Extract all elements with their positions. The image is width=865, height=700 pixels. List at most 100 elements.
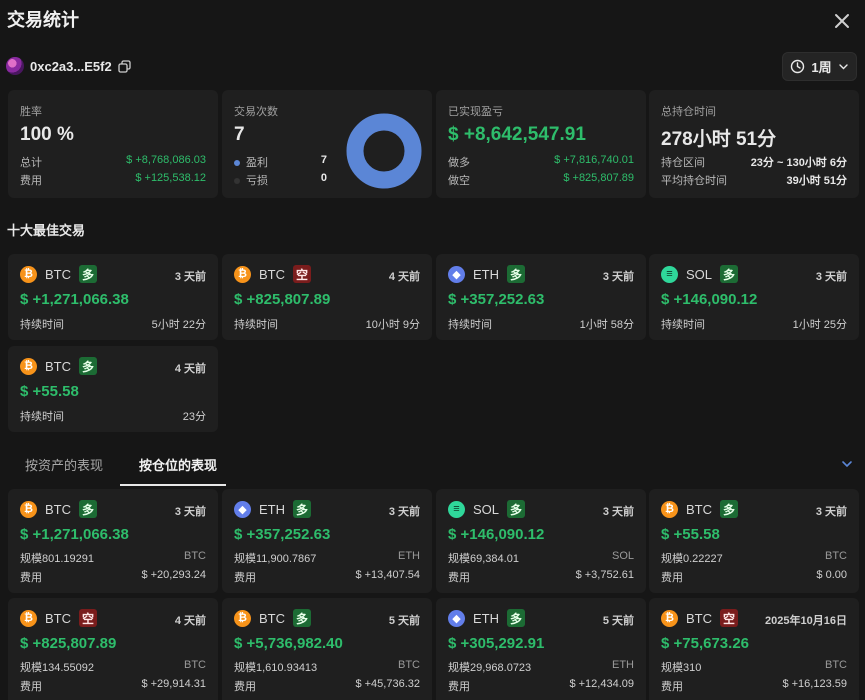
duration-label: 持续时间 xyxy=(234,319,278,331)
btc-coin-icon: ₿ xyxy=(20,357,37,375)
size-unit: SOL xyxy=(611,550,634,562)
position-head: ₿ BTC 多 xyxy=(234,609,311,627)
btc-coin-icon: ₿ xyxy=(661,609,678,627)
size-amount: 801.19291 xyxy=(42,553,94,565)
duration-value: 1小时 25分 xyxy=(792,319,847,331)
top-trade-card[interactable]: ₿ BTC 多 3 天前 $ +1,271,066.38 持续时间 5小时 22分 xyxy=(8,254,218,340)
trades-value: 7 xyxy=(234,124,245,145)
fee-value: $ +125,538.12 xyxy=(135,172,206,184)
tab-by-position[interactable]: 按仓位的表现 xyxy=(139,458,218,473)
fee-label: 费用 xyxy=(20,681,42,693)
coin-name: SOL xyxy=(473,501,500,517)
coin-name: ETH xyxy=(473,610,499,626)
trade-pnl: $ +1,271,066.38 xyxy=(20,291,129,308)
duration-label: 持续时间 xyxy=(448,319,492,331)
duration-value: 23分 xyxy=(182,411,206,423)
duration-value: 10小时 9分 xyxy=(365,319,420,331)
side-badge: 多 xyxy=(79,265,97,283)
position-card[interactable]: ◆ ETH 多 5 天前 $ +305,292.91 规模29,968.0723 ETH 费用… xyxy=(436,598,646,700)
position-card[interactable]: ₿ BTC 多 3 天前 $ +1,271,066.38 规模801.19291 BTC 费用… xyxy=(8,489,218,593)
top-trade-card[interactable]: ≡ SOL 多 3 天前 $ +146,090.12 持续时间 1小时 25分 xyxy=(649,254,859,340)
side-badge: 多 xyxy=(293,609,311,627)
loss-count: 0 xyxy=(320,172,327,184)
duration-row: 持续时间 5小时 22分 xyxy=(20,316,206,332)
size-row: 规模29,968.0723 ETH xyxy=(448,659,634,675)
size-prefix: 规模 xyxy=(20,662,42,674)
position-head: ◆ ETH 多 xyxy=(448,609,525,627)
fee-value: $ 0.00 xyxy=(816,569,847,581)
trade-pnl: $ +55.58 xyxy=(20,383,79,400)
pnl-value: $ +8,642,547.91 xyxy=(448,124,586,145)
eth-coin-icon: ◆ xyxy=(448,265,465,283)
size-value: 规模0.22227 xyxy=(661,550,723,566)
duration-row: 持续时间 1小时 25分 xyxy=(661,316,847,332)
hold-label: 总持仓时间 xyxy=(661,106,716,118)
duration-row: 持续时间 10小时 9分 xyxy=(234,316,420,332)
win-dot xyxy=(234,160,240,167)
coin-name: BTC xyxy=(686,610,712,626)
size-value: 规模801.19291 xyxy=(20,550,94,566)
side-badge: 多 xyxy=(79,357,97,375)
position-pnl: $ +825,807.89 xyxy=(20,635,117,652)
size-value: 规模11,900.7867 xyxy=(234,550,316,566)
side-badge: 空 xyxy=(720,609,738,627)
fee-value: $ +13,407.54 xyxy=(355,569,420,581)
wallet-address: 0xc2a3...E5f2 xyxy=(6,57,131,75)
duration-row: 持续时间 23分 xyxy=(20,408,206,424)
trade-head: ◆ ETH 多 xyxy=(448,265,525,283)
short-value: $ +825,807.89 xyxy=(563,172,634,184)
avg-value: 39小时 51分 xyxy=(786,175,847,187)
position-card[interactable]: ₿ BTC 多 5 天前 $ +5,736,982.40 规模1,610.93413 BTC… xyxy=(222,598,432,700)
top-trade-card[interactable]: ₿ BTC 空 4 天前 $ +825,807.89 持续时间 10小时 9分 xyxy=(222,254,432,340)
btc-coin-icon: ₿ xyxy=(20,265,37,283)
trade-time: 4 天前 xyxy=(388,271,420,283)
donut-win-ring xyxy=(346,113,422,189)
position-card[interactable]: ◆ ETH 多 3 天前 $ +357,252.63 规模11,900.7867 ETH 费用… xyxy=(222,489,432,593)
sol-coin-icon: ≡ xyxy=(661,265,678,283)
size-row: 规模69,384.01 SOL xyxy=(448,550,634,566)
sol-coin-icon: ≡ xyxy=(448,500,465,518)
top-trade-card[interactable]: ◆ ETH 多 3 天前 $ +357,252.63 持续时间 1小时 58分 xyxy=(436,254,646,340)
total-label: 总计 xyxy=(20,157,42,169)
eth-coin-icon: ◆ xyxy=(234,500,251,518)
size-row: 规模11,900.7867 ETH xyxy=(234,550,420,566)
long-value: $ +7,816,740.01 xyxy=(554,154,634,166)
trade-head: ₿ BTC 多 xyxy=(20,265,97,283)
fee-label: 费用 xyxy=(20,175,42,187)
tab-active-indicator xyxy=(120,484,226,486)
tab-by-asset[interactable]: 按资产的表现 xyxy=(25,458,104,473)
chevron-down-icon[interactable] xyxy=(841,458,853,470)
btc-coin-icon: ₿ xyxy=(661,500,678,518)
fee-value: $ +3,752.61 xyxy=(575,569,634,581)
size-value: 规模29,968.0723 xyxy=(448,659,531,675)
period-select[interactable]: 1周 xyxy=(782,52,857,81)
copy-icon[interactable] xyxy=(118,59,131,73)
fee-row: 费用 $ +29,914.31 xyxy=(20,678,206,694)
close-icon[interactable] xyxy=(833,12,851,30)
position-head: ₿ BTC 多 xyxy=(20,500,97,518)
avatar xyxy=(6,57,24,75)
position-card[interactable]: ₿ BTC 空 4 天前 $ +825,807.89 规模134.55092 BTC 费用 $ … xyxy=(8,598,218,700)
duration-label: 持续时间 xyxy=(20,411,64,423)
fee-label: 费用 xyxy=(661,681,683,693)
side-badge: 多 xyxy=(720,500,738,518)
position-card[interactable]: ≡ SOL 多 3 天前 $ +146,090.12 规模69,384.01 SOL 费用 $ … xyxy=(436,489,646,593)
position-card[interactable]: ₿ BTC 多 3 天前 $ +55.58 规模0.22227 BTC 费用 $ 0.00 xyxy=(649,489,859,593)
position-pnl: $ +75,673.26 xyxy=(661,635,750,652)
size-value: 规模134.55092 xyxy=(20,659,94,675)
trade-head: ≡ SOL 多 xyxy=(661,265,739,283)
size-unit: BTC xyxy=(398,659,420,671)
coin-name: BTC xyxy=(259,610,285,626)
fee-row: 费用 $ +20,293.24 xyxy=(20,569,206,585)
size-unit: BTC xyxy=(184,659,206,671)
fee-row: 费用 $ +3,752.61 xyxy=(448,569,634,585)
size-unit: BTC xyxy=(184,550,206,562)
position-card[interactable]: ₿ BTC 空 2025年10月16日 $ +75,673.26 规模310 BTC 费用 $ … xyxy=(649,598,859,700)
top-trade-card[interactable]: ₿ BTC 多 4 天前 $ +55.58 持续时间 23分 xyxy=(8,346,218,432)
side-badge: 多 xyxy=(79,500,97,518)
coin-name: BTC xyxy=(45,266,71,282)
position-time: 4 天前 xyxy=(174,615,206,627)
trade-pnl: $ +357,252.63 xyxy=(448,291,545,308)
size-prefix: 规模 xyxy=(234,662,256,674)
trade-head: ₿ BTC 多 xyxy=(20,357,97,375)
